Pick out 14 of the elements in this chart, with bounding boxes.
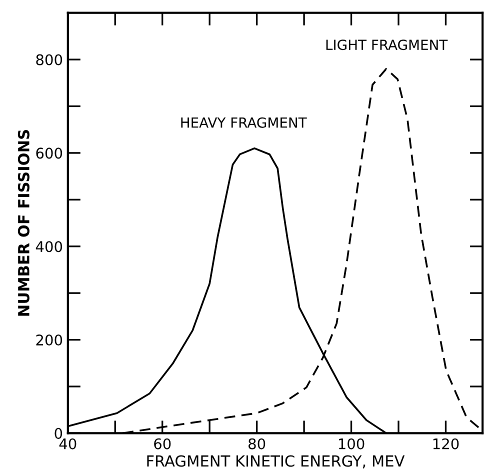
y-tick-label: 0 [54, 428, 62, 439]
x-axis-title: FRAGMENT KINETIC ENERGY, MEV [147, 455, 405, 468]
y-axis-title: NUMBER OF FISSIONS [18, 130, 30, 316]
y-tick-label: 800 [36, 54, 62, 66]
y-tick-label: 200 [36, 334, 62, 346]
x-tick-label: 40 [59, 438, 76, 450]
x-tick-label: 100 [338, 438, 364, 450]
y-tick-label: 400 [36, 241, 62, 252]
annotation: LIGHT FRAGMENT [326, 40, 448, 50]
x-tick-label: 80 [248, 438, 266, 450]
x-tick-label: 60 [154, 438, 171, 450]
y-tick-label: 600 [36, 148, 62, 159]
annotation: HEAVY FRAGMENT [181, 117, 307, 128]
x-tick-label: 120 [433, 438, 459, 450]
